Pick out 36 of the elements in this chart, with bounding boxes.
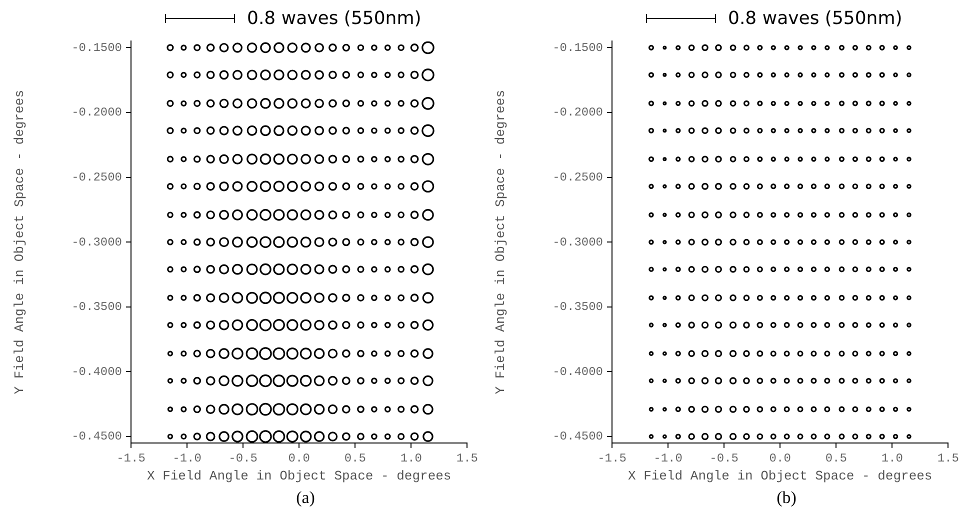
y-tick-label: -0.3000 [552, 235, 604, 250]
y-tick-label: -0.4000 [552, 364, 604, 379]
x-tick-label: -0.5 [228, 451, 258, 466]
x-tick-label: 0.0 [769, 451, 791, 466]
y-tick-label: -0.4500 [552, 430, 604, 444]
text: (b) [776, 488, 798, 508]
x-tick-label: -1.0 [654, 451, 682, 466]
y-tick-label: -0.3500 [552, 300, 604, 314]
x-tick-label: -1.5 [116, 451, 146, 466]
y-tick-label: -0.2500 [552, 170, 604, 184]
y-tick-label: -0.3500 [72, 300, 122, 314]
y-tick-label: -0.1500 [72, 40, 122, 55]
x-tick-label: 1.5 [456, 451, 478, 466]
x-tick-label: 1.0 [400, 451, 422, 466]
y-tick-label: -0.3000 [72, 235, 122, 250]
text: 0.8 waves (550nm) [728, 8, 902, 29]
x-tick-label: 0.5 [344, 451, 366, 466]
y-tick-label: -0.2000 [552, 106, 604, 120]
x-tick-label: 0.5 [825, 451, 847, 466]
x-tick-label: 0.0 [288, 451, 310, 466]
x-tick-label: -1.5 [598, 451, 626, 466]
text: (a) [295, 488, 316, 508]
x-tick-label: -1.0 [172, 451, 202, 466]
x-tick-label: -0.5 [710, 451, 738, 466]
y-tick-label: -0.2500 [72, 170, 122, 184]
y-axis-title: Y Field Angle in Object Space - degrees [12, 90, 28, 394]
text: 0.8 waves (550nm) [247, 8, 422, 29]
y-tick-label: -0.1500 [552, 40, 604, 55]
x-axis-title: X Field Angle in Object Space - degrees [628, 468, 932, 484]
x-axis-title: X Field Angle in Object Space - degrees [146, 468, 452, 484]
x-tick-label: 1.5 [937, 451, 960, 466]
y-tick-label: -0.2000 [72, 106, 122, 120]
x-tick-label: 1.0 [881, 451, 903, 466]
y-tick-label: -0.4000 [72, 364, 122, 379]
y-tick-label: -0.4500 [72, 430, 122, 444]
y-axis-title: Y Field Angle in Object Space - degrees [493, 90, 508, 394]
